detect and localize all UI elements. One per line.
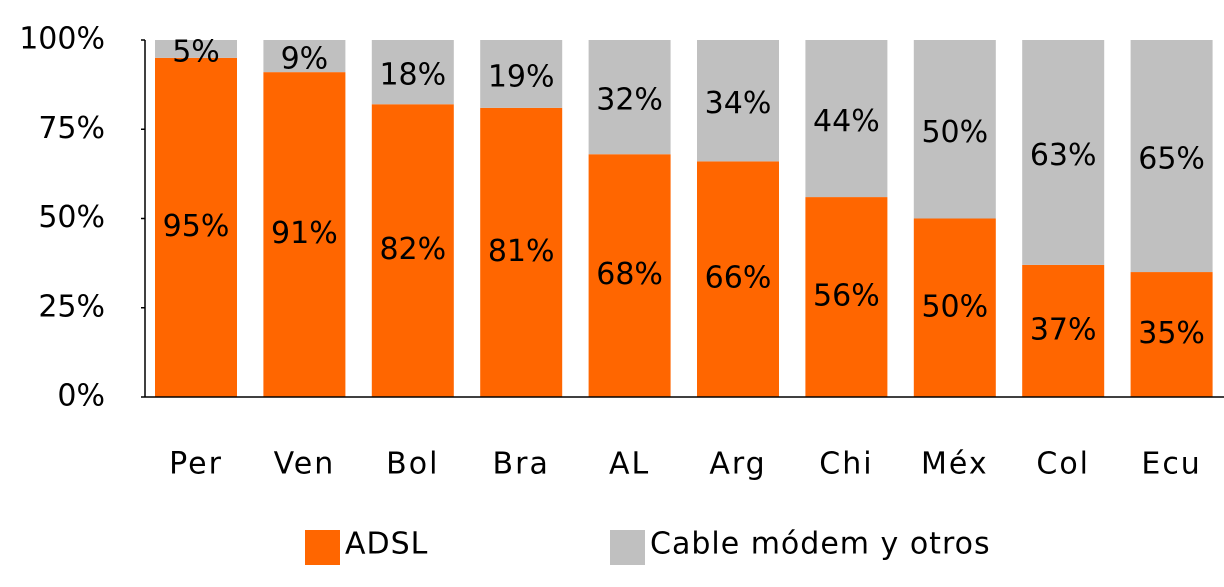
bar-segment — [263, 40, 346, 73]
data-label: 66% — [705, 261, 772, 296]
y-tick-label: 75% — [38, 111, 105, 146]
data-label: 5% — [172, 34, 220, 69]
data-label: 19% — [488, 59, 555, 94]
legend-swatch — [610, 530, 645, 565]
data-label: 56% — [813, 279, 880, 314]
data-label: 91% — [271, 216, 338, 251]
legend-label: ADSL — [345, 527, 428, 562]
data-label: 9% — [281, 42, 329, 77]
data-label: 95% — [163, 209, 230, 244]
data-label: 50% — [921, 289, 988, 324]
data-label: 34% — [705, 86, 772, 121]
data-label: 81% — [488, 234, 555, 269]
x-tick-label: AL — [609, 447, 650, 482]
bar-segment — [588, 40, 671, 155]
y-tick-label: 100% — [19, 22, 105, 57]
bar-segment — [1130, 272, 1213, 397]
data-label: 44% — [813, 104, 880, 139]
x-tick-label: Bol — [386, 447, 439, 482]
x-tick-label: Ecu — [1141, 447, 1201, 482]
bar-segment — [805, 40, 888, 198]
bar-segment — [588, 154, 671, 397]
x-tick-label: Per — [169, 447, 223, 482]
legend-label: Cable módem y otros — [650, 527, 991, 562]
bar-segment — [1130, 40, 1213, 273]
y-tick-label: 50% — [38, 200, 105, 235]
bar-segment — [805, 197, 888, 397]
data-label: 37% — [1030, 312, 1097, 347]
x-tick-label: Chi — [819, 447, 873, 482]
x-tick-label: Ven — [274, 447, 336, 482]
data-label: 63% — [1030, 138, 1097, 173]
data-label: 18% — [379, 58, 446, 93]
x-tick-label: Bra — [493, 447, 550, 482]
data-label: 32% — [596, 83, 663, 118]
bar-segment — [371, 40, 454, 105]
data-label: 82% — [379, 232, 446, 267]
bar-segment — [1022, 264, 1105, 397]
bar-segment — [155, 40, 237, 58]
data-label: 65% — [1138, 142, 1205, 177]
bar-segment — [480, 107, 563, 397]
x-tick-label: Col — [1036, 447, 1090, 482]
bar-segment — [480, 40, 563, 108]
legend-swatch — [305, 530, 340, 565]
bar-segment — [155, 57, 237, 397]
bar-segment — [1022, 40, 1105, 265]
bar-segment — [697, 161, 779, 397]
y-tick-label: 25% — [38, 289, 105, 324]
bar-segment — [371, 104, 454, 397]
x-tick-label: Méx — [921, 447, 989, 482]
y-tick-label: 0% — [57, 379, 105, 414]
bar-segment — [263, 72, 346, 397]
bar-segment — [697, 40, 779, 162]
data-label: 68% — [596, 257, 663, 292]
data-label: 50% — [921, 115, 988, 150]
data-label: 35% — [1138, 316, 1205, 351]
x-tick-label: Arg — [709, 447, 766, 482]
bar-segment — [913, 218, 996, 397]
bar-segment — [913, 40, 996, 219]
